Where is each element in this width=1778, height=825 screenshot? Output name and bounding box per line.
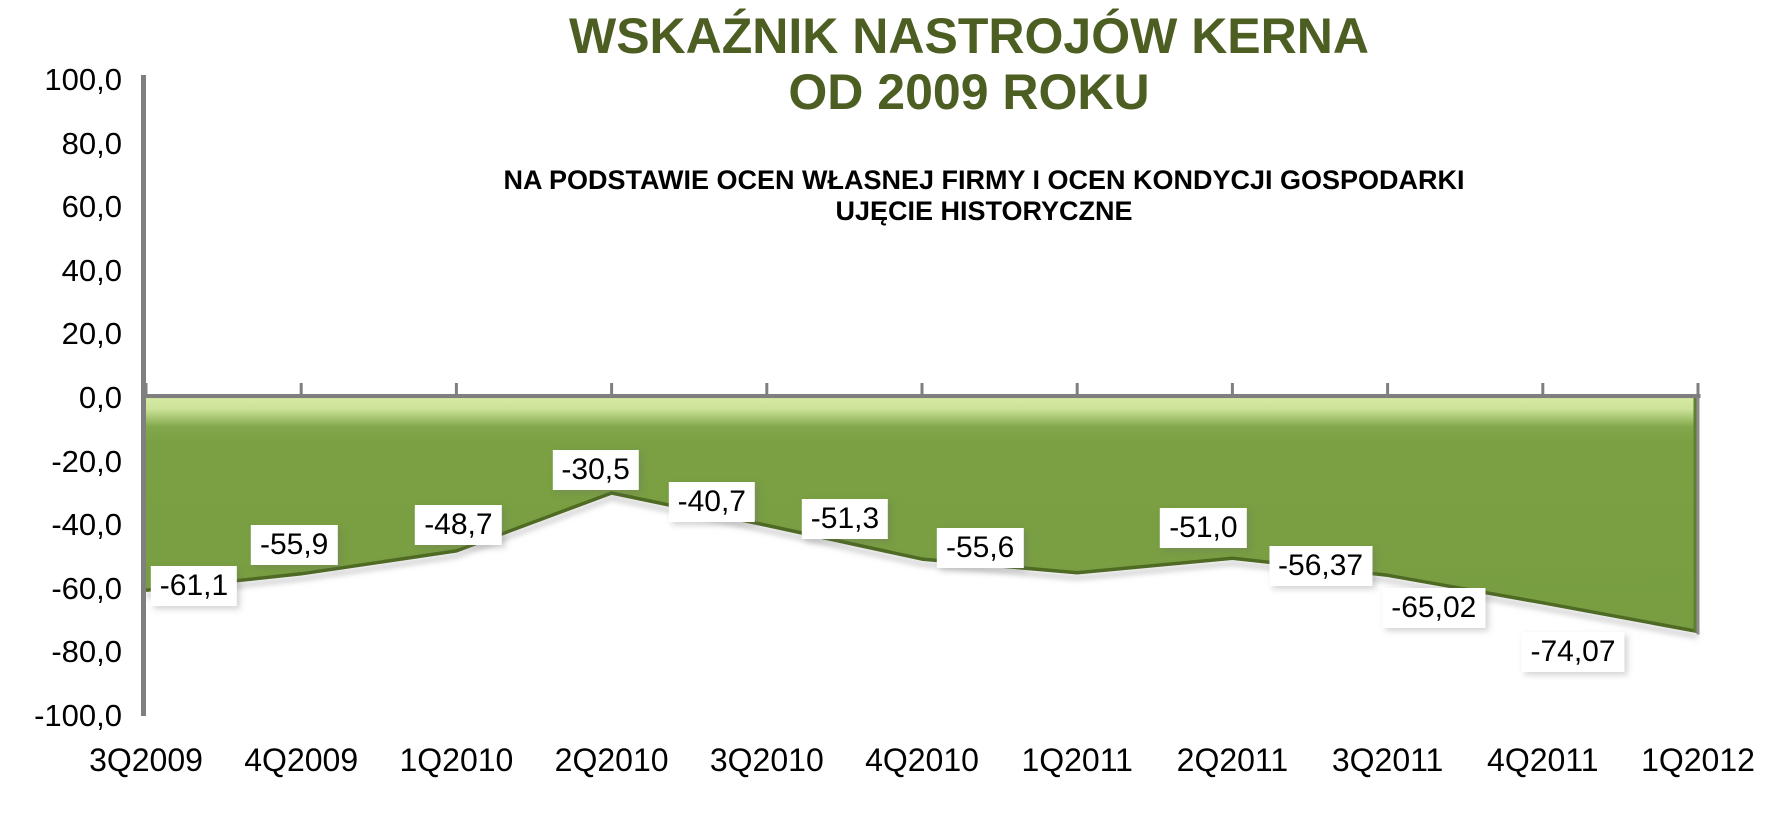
x-tick-mark: [765, 383, 769, 394]
x-tick-mark: [610, 383, 614, 394]
data-label: -51,3: [801, 499, 889, 540]
y-tick-label: -60,0: [51, 570, 122, 606]
x-tick-label: 2Q2011: [1176, 742, 1289, 778]
x-tick-mark: [1075, 383, 1079, 394]
y-tick-label: -80,0: [51, 634, 122, 670]
x-tick-mark: [1696, 383, 1700, 394]
data-label: -51,0: [1160, 508, 1247, 549]
data-label: -61,1: [150, 566, 238, 607]
zero-axis-line: [141, 394, 1701, 398]
data-label: -40,7: [668, 482, 755, 523]
x-tick-label: 1Q2012: [1641, 742, 1755, 778]
chart-subtitle-line1: NA PODSTAWIE OCEN WŁASNEJ FIRMY I OCEN K…: [503, 165, 1465, 195]
x-tick-mark: [920, 383, 924, 394]
x-tick-label: 1Q2010: [399, 742, 514, 778]
y-tick-label: 20,0: [61, 316, 122, 352]
chart-title-line1: WSKAŹNIK NASTROJÓW KERNA: [569, 8, 1369, 64]
y-tick-label: 40,0: [61, 252, 122, 288]
data-label: -55,6: [936, 527, 1024, 568]
x-tick-label: 3Q2010: [709, 742, 824, 778]
y-tick-label: 60,0: [61, 189, 122, 225]
x-tick-label: 3Q2009: [89, 742, 203, 778]
chart-title-line2: OD 2009 ROKU: [788, 64, 1150, 120]
data-label: -30,5: [552, 449, 639, 490]
y-tick-label: -20,0: [51, 443, 122, 479]
chart-title: WSKAŹNIK NASTROJÓW KERNA OD 2009 ROKU: [160, 8, 1778, 120]
data-label: -65,02: [1382, 587, 1486, 628]
x-tick-label: 4Q2010: [865, 742, 979, 778]
x-tick-label: 4Q2009: [244, 742, 359, 778]
x-tick-label: 2Q2010: [554, 742, 669, 778]
series-line: [145, 491, 1699, 634]
chart-subtitle: NA PODSTAWIE OCEN WŁASNEJ FIRMY I OCEN K…: [190, 165, 1778, 227]
x-tick-mark: [454, 383, 458, 394]
data-label: -74,07: [1521, 631, 1625, 672]
y-tick-label: -40,0: [51, 507, 122, 543]
x-tick-mark: [299, 383, 303, 394]
y-tick-label: 100,0: [44, 62, 122, 97]
area-fill: [146, 396, 1698, 632]
y-tick-label: -100,0: [34, 698, 122, 733]
x-tick-mark: [1386, 383, 1390, 394]
data-label: -55,9: [250, 524, 338, 565]
x-tick-mark: [1230, 383, 1234, 394]
chart-subtitle-line2: UJĘCIE HISTORYCZNE: [835, 196, 1133, 226]
x-tick-label: 4Q2011: [1487, 742, 1599, 778]
y-tick-label: 0,0: [78, 380, 122, 415]
data-label: -56,37: [1269, 546, 1373, 587]
y-axis-line: [141, 75, 146, 716]
x-tick-label: 3Q2011: [1331, 742, 1444, 778]
x-tick-label: 1Q2011: [1021, 742, 1133, 778]
y-tick-label: 80,0: [61, 125, 122, 161]
x-tick-mark: [1541, 383, 1545, 394]
data-label: -48,7: [415, 504, 502, 545]
